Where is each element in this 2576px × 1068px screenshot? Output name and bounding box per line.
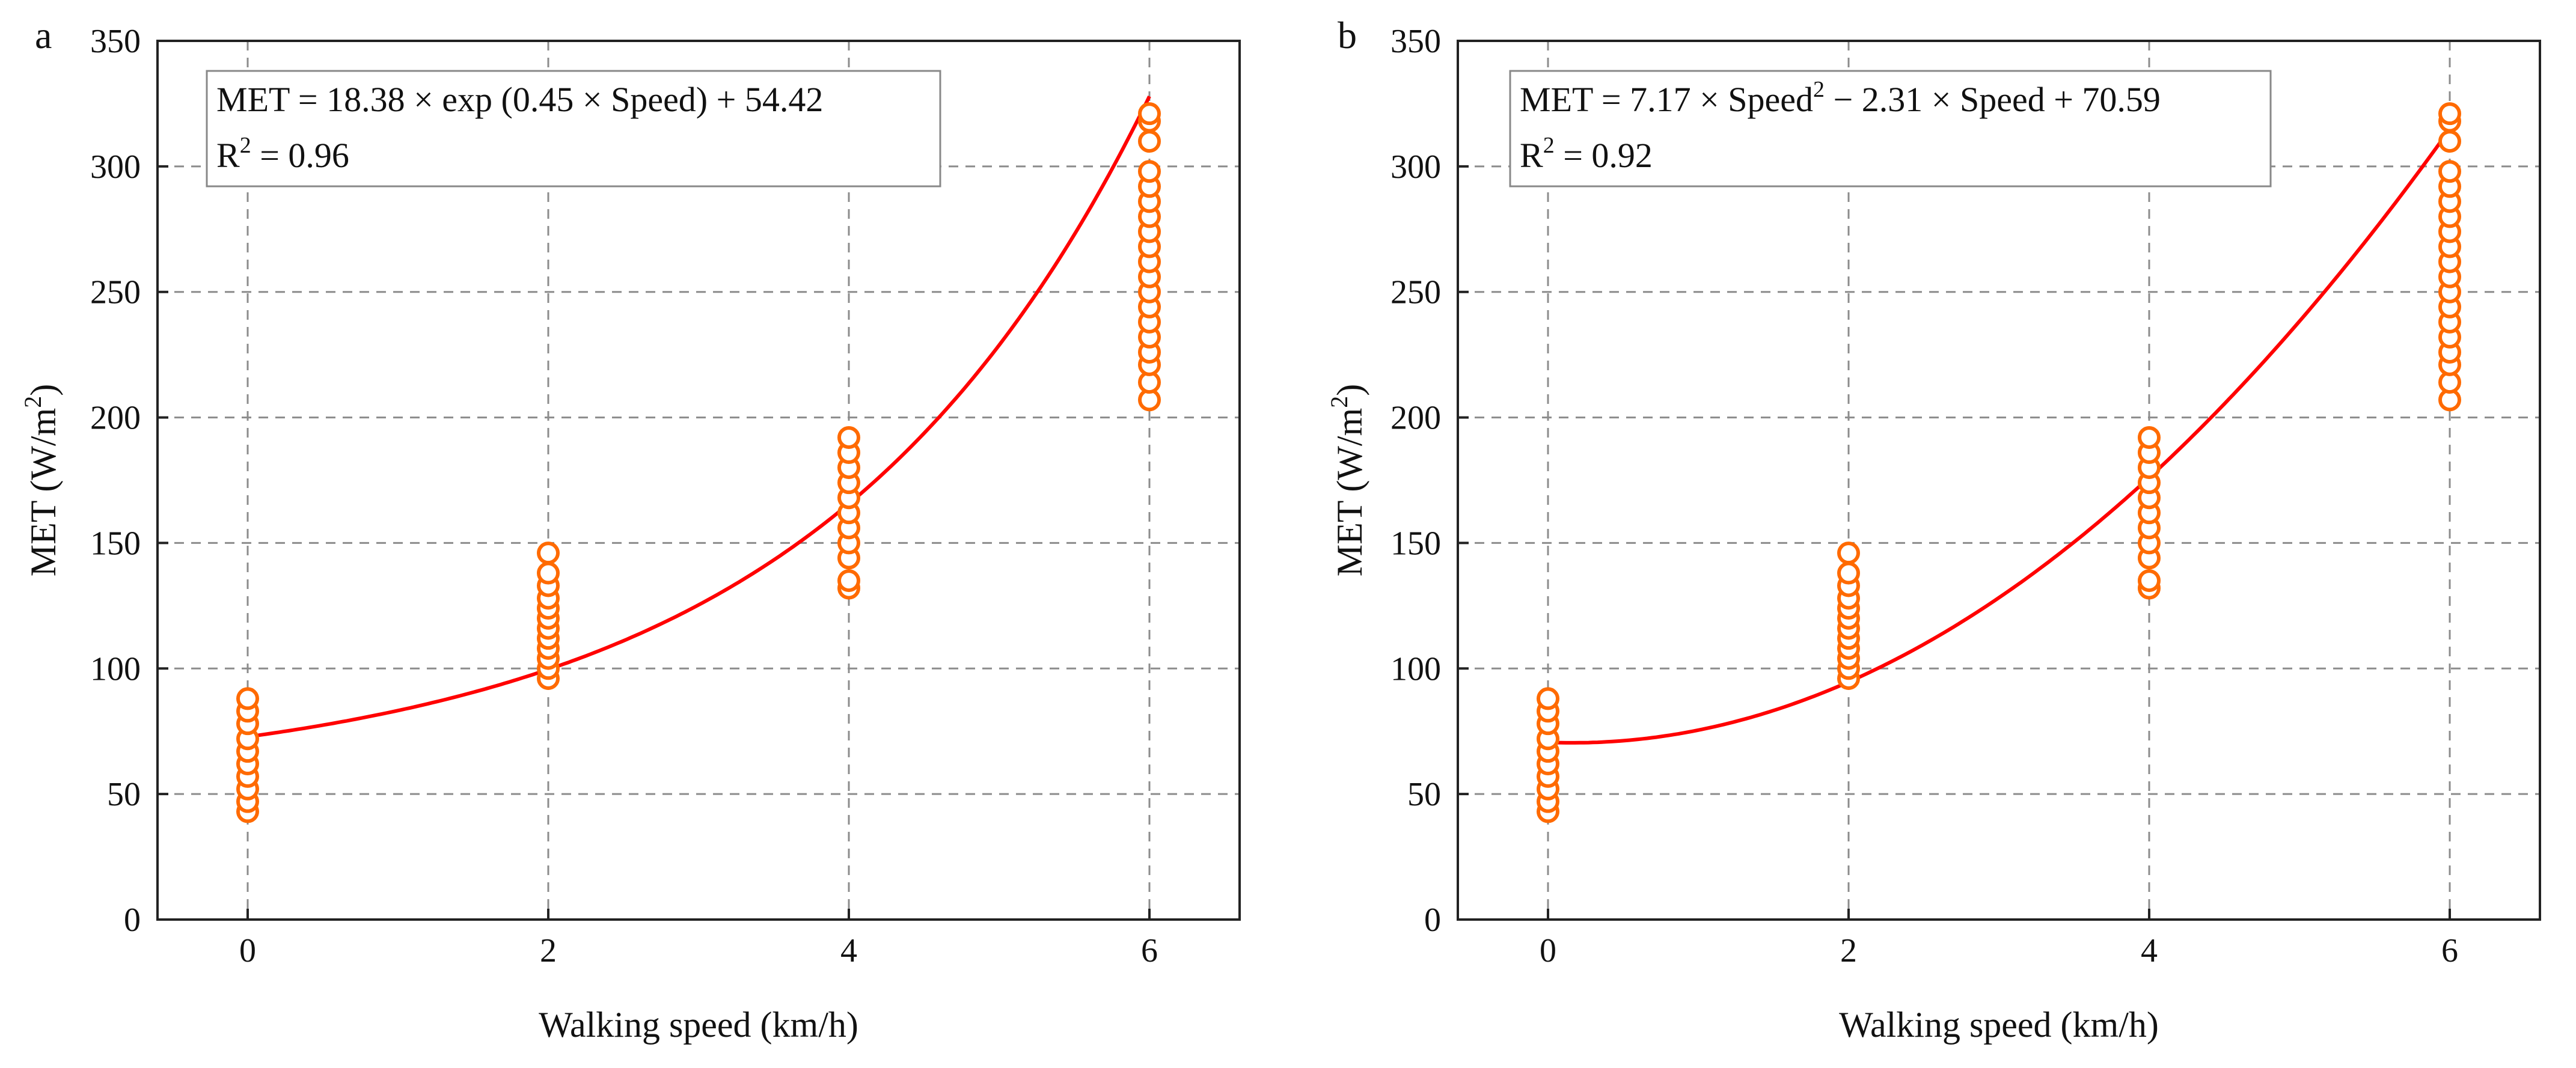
panel-b-y-tick-label: 300	[1390, 148, 1441, 186]
panel-b-plot-frame	[1457, 40, 2541, 921]
panel-a-data-point	[1138, 160, 1161, 183]
panel-a-y-tick-label: 250	[90, 274, 141, 311]
panel-a-data-point	[537, 542, 560, 565]
panel-b-data-point	[1537, 687, 1559, 710]
panel-a-y-tick-label: 300	[90, 148, 141, 186]
panel-b-data-point	[1837, 542, 1860, 565]
panel-a-r-squared: R2 = 0.96	[216, 133, 349, 175]
panel-a-y-tick-label: 0	[124, 902, 141, 939]
panel-b-data-point	[1837, 561, 1860, 585]
panel-a-data-point	[236, 687, 259, 710]
panel-label-b: b	[1338, 14, 1357, 56]
panel-a-data-point	[837, 569, 860, 593]
panel-b-equation-box	[1509, 70, 2272, 188]
panel-a-x-tick-label: 2	[540, 932, 557, 969]
panel-a-y-tick-label: 100	[90, 650, 141, 688]
panel-b-x-tick-label: 6	[2441, 932, 2458, 969]
panel-b-equation: MET = 7.17 × Speed2 − 2.31 × Speed + 70.…	[1520, 77, 2161, 119]
panel-b-x-tick-label: 0	[1540, 932, 1556, 969]
panel-a-equation-box	[206, 70, 941, 188]
panel-a-tick-labels: 0 2 4 6 0 50 100 150 200 250 300 350	[90, 23, 1158, 969]
panel-b-tick-labels: 0 2 4 6 0 50 100 150 200 250 300 350	[1390, 23, 2458, 969]
panel-a-ticks	[158, 40, 1151, 921]
panel-b-y-tick-label: 250	[1390, 274, 1441, 311]
panel-b-data-point	[2438, 130, 2461, 153]
panel-b-y-tick-label: 50	[1407, 776, 1441, 813]
panel-b-y-axis-title: MET (W/m2)	[1326, 384, 1369, 577]
panel-b-y-tick-label: 350	[1390, 23, 1441, 60]
panel-b-fit-curve	[1547, 128, 2452, 745]
panel-b-y-tick-label: 100	[1390, 650, 1441, 688]
panel-b-ticks	[1458, 40, 2451, 921]
panel-b-markers	[1537, 102, 2461, 823]
panel-a-fit-curve	[247, 95, 1151, 739]
panel-a-data-point	[537, 561, 560, 585]
panel-b: b 0 2 4 6 0 50 100 150 200 250 300 350 MET = 7.17 ×…	[1326, 14, 2541, 1045]
panel-a-y-axis-title: MET (W/m2)	[19, 384, 63, 577]
panel-a-markers	[236, 102, 1161, 823]
panel-a-x-axis-title: Walking speed (km/h)	[539, 1005, 858, 1045]
panel-b-r-squared: R2 = 0.92	[1520, 133, 1653, 175]
panel-a-x-tick-label: 0	[239, 932, 256, 969]
panel-a-data-point	[837, 426, 860, 449]
panel-a-y-tick-label: 350	[90, 23, 141, 60]
panel-b-y-tick-label: 150	[1390, 525, 1441, 562]
panel-a-data-point	[1138, 102, 1161, 126]
panel-a-data-point	[1138, 130, 1161, 153]
panel-b-data-point	[2438, 102, 2461, 126]
panel-a-plot-frame	[156, 40, 1241, 921]
panel-b-x-axis-title: Walking speed (km/h)	[1839, 1005, 2159, 1045]
panel-a-y-tick-label: 150	[90, 525, 141, 562]
panel-a: a 0 2 4 6 0 50 100 150 200 250 300 350 MET = 18.38 …	[19, 14, 1241, 1045]
panel-a-y-tick-label: 200	[90, 400, 141, 437]
panel-a-equation: MET = 18.38 × exp (0.45 × Speed) + 54.42	[216, 80, 823, 119]
panel-b-data-point	[2138, 569, 2161, 593]
panel-a-x-tick-label: 6	[1141, 932, 1158, 969]
panel-b-x-tick-label: 2	[1840, 932, 1857, 969]
panel-a-x-tick-label: 4	[840, 932, 857, 969]
panel-b-y-tick-label: 200	[1390, 400, 1441, 437]
panel-b-data-point	[2438, 160, 2461, 183]
panel-b-data-point	[2138, 426, 2161, 449]
panel-label-a: a	[35, 14, 52, 56]
panel-b-x-tick-label: 4	[2141, 932, 2158, 969]
panel-a-y-tick-label: 50	[107, 776, 141, 813]
panel-b-y-tick-label: 0	[1424, 902, 1441, 939]
